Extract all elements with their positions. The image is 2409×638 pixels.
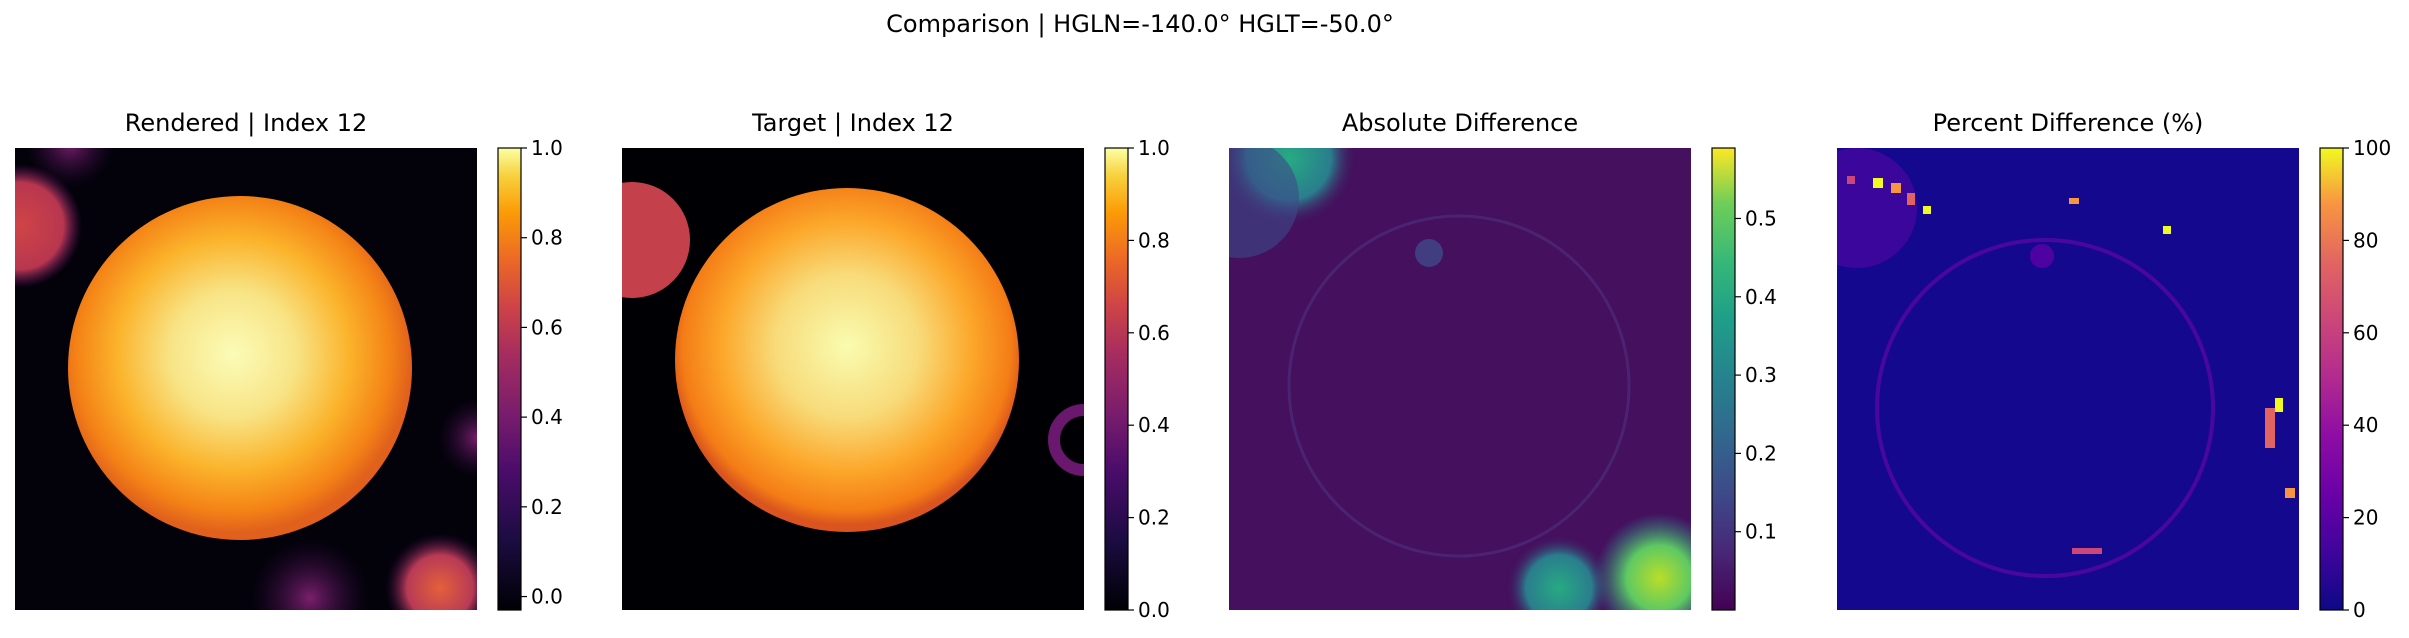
colorbar-tick-label-2-2: 0.3	[1745, 363, 1777, 387]
colorbar-3: 0 20 40 60 80 100	[2319, 136, 2391, 622]
colorbar-0: 0.0 0.2 0.4 0.6 0.8 1.0	[497, 136, 563, 611]
colorbar-gradient-1	[1104, 147, 1129, 611]
colorbar-tick-label-3-0: 0	[2353, 598, 2366, 622]
colorbar-tick-label-2-3: 0.4	[1745, 285, 1777, 309]
colorbar-tick-label-0-1: 0.2	[531, 495, 563, 519]
colorbars: 0.00.20.40.60.81.00.00.20.40.60.81.00.10…	[497, 136, 2391, 622]
colorbar-tick-label-2-4: 0.5	[1745, 206, 1777, 230]
colorbar-gradient-0	[497, 147, 522, 611]
colorbar-tick-label-0-3: 0.6	[531, 315, 563, 339]
panel-rendered: Rendered | Index 12	[15, 109, 477, 610]
colorbar-tick-label-1-5: 1.0	[1138, 136, 1170, 160]
colorbar-tick-label-0-5: 1.0	[531, 136, 563, 160]
colorbar-tick-label-0-2: 0.4	[531, 405, 563, 429]
panel-title-rendered: Rendered | Index 12	[125, 109, 368, 137]
panel-pctdiff: Percent Difference (%)	[1837, 109, 2299, 610]
colorbar-1: 0.0 0.2 0.4 0.6 0.8 1.0	[1104, 136, 1170, 622]
panel-absdiff: Absolute Difference	[1229, 109, 1691, 610]
colorbar-tick-label-2-1: 0.2	[1745, 441, 1777, 465]
colorbar-tick-label-3-5: 100	[2353, 136, 2391, 160]
colorbar-tick-label-3-1: 20	[2353, 506, 2378, 530]
colorbar-tick-label-1-1: 0.2	[1138, 506, 1170, 530]
colorbar-tick-label-1-2: 0.4	[1138, 413, 1170, 437]
heatmap-image-target	[622, 148, 1084, 610]
colorbar-tick-label-1-0: 0.0	[1138, 598, 1170, 622]
colorbar-tick-label-1-4: 0.8	[1138, 228, 1170, 252]
colorbar-tick-label-3-2: 40	[2353, 413, 2378, 437]
colorbar-gradient-2	[1711, 147, 1736, 611]
colorbar-tick-label-1-3: 0.6	[1138, 321, 1170, 345]
panel-title-absdiff: Absolute Difference	[1342, 109, 1578, 137]
panel-title-target: Target | Index 12	[751, 109, 954, 137]
colorbar-gradient-3	[2319, 147, 2344, 611]
heatmap-image-absdiff	[1229, 148, 1691, 610]
colorbar-tick-label-0-0: 0.0	[531, 585, 563, 609]
colorbar-tick-label-0-4: 0.8	[531, 226, 563, 250]
colorbar-tick-label-2-0: 0.1	[1745, 520, 1777, 544]
colorbar-tick-label-3-3: 60	[2353, 321, 2378, 345]
colorbar-tick-label-3-4: 80	[2353, 228, 2378, 252]
heatmap-image-pctdiff	[1837, 148, 2299, 610]
panel-title-pctdiff: Percent Difference (%)	[1933, 109, 2204, 137]
panel-target: Target | Index 12	[622, 109, 1084, 610]
figure-suptitle: Comparison | HGLN=-140.0° HGLT=-50.0°	[886, 10, 1394, 38]
colorbar-2: 0.1 0.2 0.3 0.4 0.5	[1711, 147, 1777, 611]
heatmap-image-rendered	[15, 148, 477, 610]
